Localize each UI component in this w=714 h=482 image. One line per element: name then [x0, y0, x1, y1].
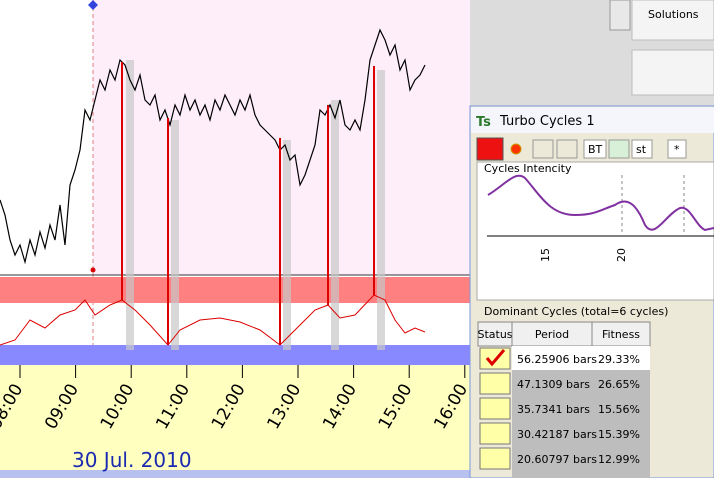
period-cell[interactable]: 47.1309 bars: [517, 378, 590, 391]
excel-button[interactable]: [608, 139, 630, 159]
header-cell: [511, 321, 593, 347]
header-cell: [591, 321, 651, 347]
row-bg: [512, 346, 650, 370]
cycle-lines: [121, 62, 375, 345]
fitness-cell[interactable]: 12.99%: [598, 453, 640, 466]
period-cell[interactable]: 35.7341 bars: [517, 403, 590, 416]
header-label: Fitness: [602, 328, 640, 341]
app-icon: Ts: [476, 115, 491, 130]
date-label: 30 Jul. 2010: [72, 448, 192, 472]
star-label[interactable]: *: [674, 143, 680, 156]
stop-button[interactable]: [476, 137, 504, 161]
lower-band: [0, 345, 470, 365]
oscillator-line: [0, 294, 426, 346]
side-button[interactable]: [631, 49, 714, 96]
solutions-panel: [631, 0, 714, 41]
table-caption: Dominant Cycles (total=6 cycles): [484, 305, 668, 318]
status-cell[interactable]: [479, 447, 511, 470]
shadows: [126, 60, 385, 350]
status-cell[interactable]: [479, 422, 511, 445]
status-cell[interactable]: [479, 397, 511, 420]
header-label: Period: [535, 328, 569, 341]
session-bg: [93, 0, 470, 275]
window-title: Turbo Cycles 1: [499, 114, 595, 129]
header-label: Status: [477, 328, 512, 341]
time-axis: [0, 365, 470, 470]
period-cell[interactable]: 30.42187 bars: [517, 428, 597, 441]
intensity-panel: [476, 161, 714, 301]
bt-button[interactable]: [583, 139, 607, 159]
status-cell[interactable]: [479, 372, 511, 395]
intensity-tick: 20: [615, 248, 628, 262]
st-label[interactable]: st: [636, 143, 647, 156]
scroll-btn[interactable]: [609, 0, 631, 31]
st-button[interactable]: [631, 139, 653, 159]
open-button[interactable]: [532, 139, 554, 159]
bt-label[interactable]: BT: [588, 143, 603, 156]
period-cell[interactable]: 20.60797 bars: [517, 453, 597, 466]
marker-dot: [90, 267, 96, 273]
scroll-strip: [0, 470, 470, 478]
solutions-label[interactable]: Solutions: [648, 8, 699, 21]
fitness-cell[interactable]: 15.56%: [598, 403, 640, 416]
upper-band: [0, 277, 470, 303]
star-button[interactable]: [667, 139, 687, 159]
price-line: [0, 28, 426, 265]
save-button[interactable]: [556, 139, 578, 159]
check-mark: [485, 349, 506, 367]
record-button[interactable]: [510, 143, 522, 155]
table-shade: [512, 370, 650, 478]
marker: [88, 0, 98, 10]
intensity-title: Cycles Intencity: [484, 162, 572, 175]
cycles-table: Status Period Fitness 56.25906 bars 29.33% 47…: [477, 321, 651, 478]
period-cell[interactable]: 56.25906 bars: [517, 353, 597, 366]
intensity-tick: 15: [539, 248, 552, 262]
fitness-cell[interactable]: 26.65%: [598, 378, 640, 391]
title-bar: [471, 107, 714, 133]
fitness-cell[interactable]: 15.39%: [598, 428, 640, 441]
intensity-curve: [487, 174, 714, 232]
fitness-cell[interactable]: 29.33%: [598, 353, 640, 366]
